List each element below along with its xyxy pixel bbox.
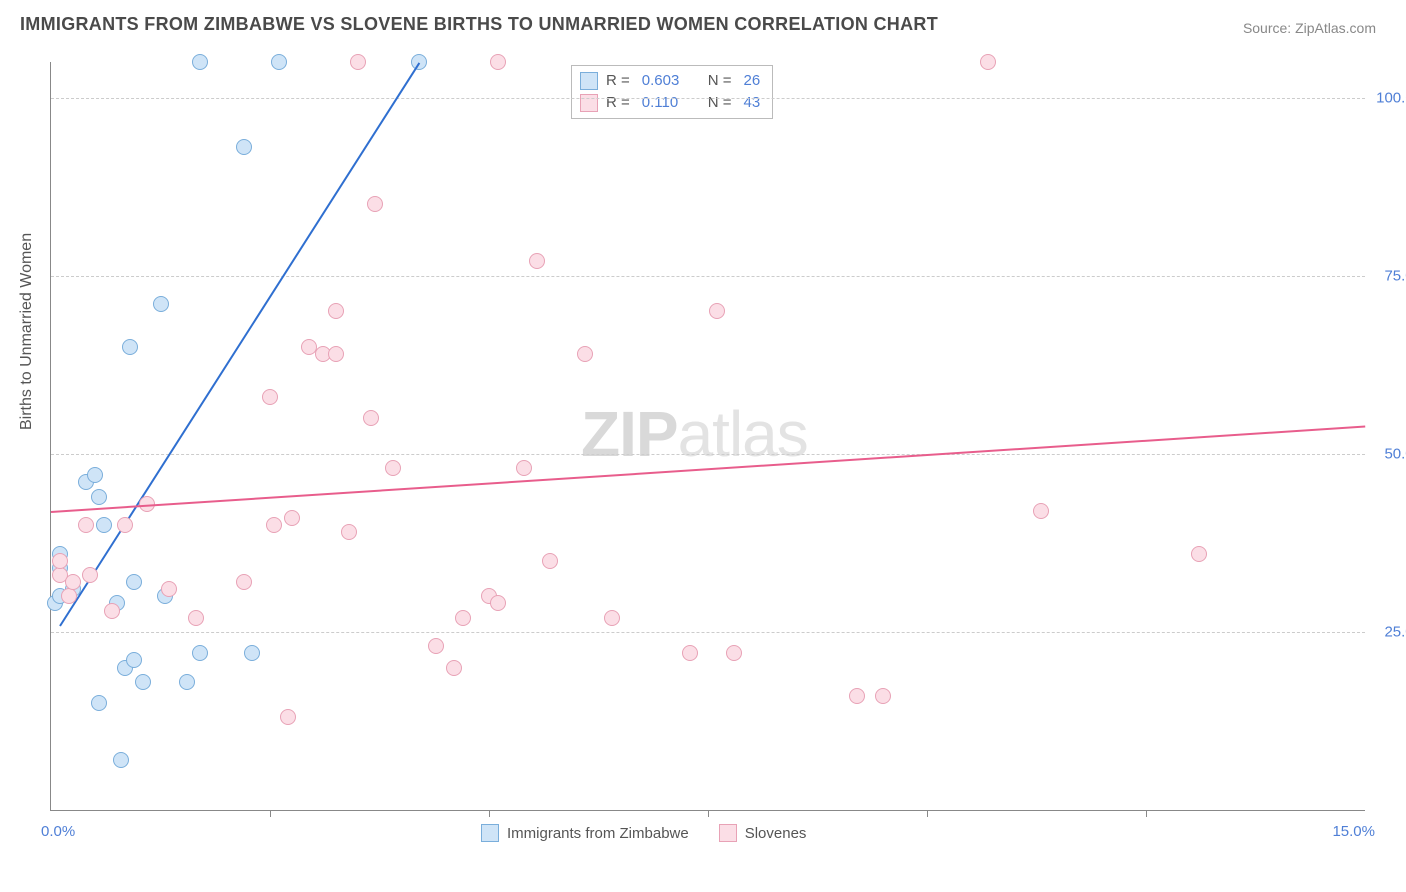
x-axis-max-label: 15.0% xyxy=(1332,823,1375,840)
legend-n-value: 43 xyxy=(744,92,761,114)
x-tick xyxy=(270,810,271,817)
watermark: ZIPatlas xyxy=(581,397,808,471)
data-point xyxy=(542,553,558,569)
data-point xyxy=(161,581,177,597)
legend-n-value: 26 xyxy=(744,70,761,92)
data-point xyxy=(328,346,344,362)
data-point xyxy=(104,603,120,619)
chart-title: IMMIGRANTS FROM ZIMBABWE VS SLOVENE BIRT… xyxy=(20,14,938,35)
series-legend: Immigrants from Zimbabwe Slovenes xyxy=(481,824,806,842)
data-point xyxy=(244,645,260,661)
data-point xyxy=(87,467,103,483)
x-tick xyxy=(708,810,709,817)
data-point xyxy=(875,688,891,704)
data-point xyxy=(96,517,112,533)
data-point xyxy=(179,674,195,690)
x-tick xyxy=(489,810,490,817)
series-legend-item: Slovenes xyxy=(719,824,807,842)
legend-swatch xyxy=(719,824,737,842)
data-point xyxy=(52,553,68,569)
data-point xyxy=(1033,503,1049,519)
data-point xyxy=(192,54,208,70)
x-axis-min-label: 0.0% xyxy=(41,823,75,840)
data-point xyxy=(980,54,996,70)
data-point xyxy=(604,610,620,626)
data-point xyxy=(280,709,296,725)
x-tick xyxy=(1146,810,1147,817)
y-tick-label: 75.0% xyxy=(1372,267,1406,284)
data-point xyxy=(188,610,204,626)
data-point xyxy=(709,303,725,319)
y-axis-title: Births to Unmarried Women xyxy=(18,233,36,430)
data-point xyxy=(363,410,379,426)
data-point xyxy=(192,645,208,661)
legend-n-label: N = xyxy=(708,92,732,114)
data-point xyxy=(411,54,427,70)
correlation-legend: R = 0.603 N = 26 R = 0.110 N = 43 xyxy=(571,65,773,119)
data-point xyxy=(266,517,282,533)
legend-swatch xyxy=(481,824,499,842)
legend-row: R = 0.603 N = 26 xyxy=(580,70,760,92)
data-point xyxy=(135,674,151,690)
source-label: Source: ZipAtlas.com xyxy=(1243,20,1376,36)
data-point xyxy=(284,510,300,526)
data-point xyxy=(328,303,344,319)
legend-r-label: R = xyxy=(606,70,630,92)
gridline xyxy=(51,98,1365,99)
data-point xyxy=(262,389,278,405)
data-point xyxy=(113,752,129,768)
data-point xyxy=(91,489,107,505)
gridline xyxy=(51,454,1365,455)
y-tick-label: 25.0% xyxy=(1372,623,1406,640)
data-point xyxy=(577,346,593,362)
data-point xyxy=(446,660,462,676)
watermark-thin: atlas xyxy=(678,398,808,470)
data-point xyxy=(78,517,94,533)
data-point xyxy=(236,139,252,155)
data-point xyxy=(385,460,401,476)
data-point xyxy=(126,652,142,668)
data-point xyxy=(490,595,506,611)
y-tick-label: 100.0% xyxy=(1372,89,1406,106)
y-tick-label: 50.0% xyxy=(1372,445,1406,462)
data-point xyxy=(341,524,357,540)
legend-row: R = 0.110 N = 43 xyxy=(580,92,760,114)
series-name: Immigrants from Zimbabwe xyxy=(507,825,689,842)
data-point xyxy=(153,296,169,312)
series-legend-item: Immigrants from Zimbabwe xyxy=(481,824,689,842)
data-point xyxy=(682,645,698,661)
data-point xyxy=(236,574,252,590)
data-point xyxy=(455,610,471,626)
trend-line xyxy=(51,425,1365,512)
legend-swatch xyxy=(580,72,598,90)
legend-r-value: 0.603 xyxy=(642,70,690,92)
data-point xyxy=(1191,546,1207,562)
data-point xyxy=(350,54,366,70)
gridline xyxy=(51,276,1365,277)
legend-n-label: N = xyxy=(708,70,732,92)
data-point xyxy=(726,645,742,661)
data-point xyxy=(529,253,545,269)
plot-area: ZIPatlas R =0.603N =26R =0.110N =43 0.0%… xyxy=(50,62,1365,811)
x-tick xyxy=(927,810,928,817)
data-point xyxy=(428,638,444,654)
gridline xyxy=(51,632,1365,633)
data-point xyxy=(126,574,142,590)
data-point xyxy=(122,339,138,355)
data-point xyxy=(849,688,865,704)
data-point xyxy=(65,574,81,590)
data-point xyxy=(82,567,98,583)
data-point xyxy=(91,695,107,711)
legend-r-value: 0.110 xyxy=(642,92,690,114)
data-point xyxy=(490,54,506,70)
legend-r-label: R = xyxy=(606,92,630,114)
data-point xyxy=(516,460,532,476)
data-point xyxy=(271,54,287,70)
data-point xyxy=(61,588,77,604)
watermark-bold: ZIP xyxy=(581,398,678,470)
data-point xyxy=(117,517,133,533)
series-name: Slovenes xyxy=(745,825,807,842)
data-point xyxy=(367,196,383,212)
